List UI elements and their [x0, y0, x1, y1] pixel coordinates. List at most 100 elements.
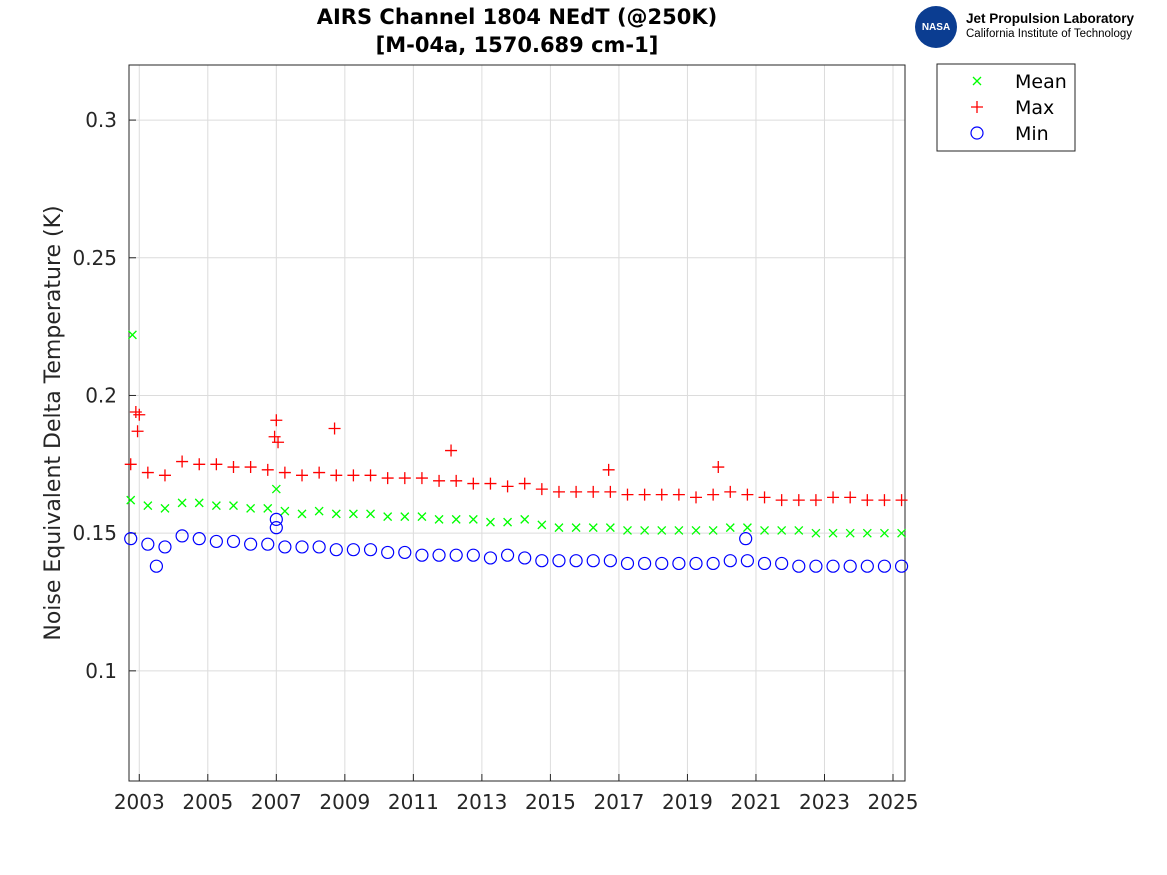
mean-point	[143, 501, 153, 511]
x-axis: 2003 2005 2007 2009 2011 2013 2015 2017 2019 2021…	[114, 774, 919, 814]
max-point	[381, 472, 394, 485]
max-point	[895, 494, 908, 507]
x-tick-label: 2003	[114, 790, 165, 814]
mean-point	[760, 525, 769, 535]
x-tick-label: 2005	[182, 790, 233, 814]
max-point	[484, 477, 497, 490]
max-point	[313, 466, 326, 479]
mean-point	[605, 523, 615, 533]
max-outlier-point	[129, 405, 142, 418]
mean-point	[417, 512, 427, 522]
x-tick-label: 2013	[456, 790, 507, 814]
legend-marker-mean	[972, 76, 982, 86]
mean-point	[366, 509, 375, 519]
max-point	[707, 488, 720, 501]
max-point	[844, 491, 857, 504]
max-point	[741, 488, 754, 501]
min-point	[209, 534, 223, 549]
min-point	[278, 540, 292, 554]
min-point	[569, 554, 583, 568]
max-outlier-point	[445, 444, 458, 457]
min-point	[620, 556, 635, 571]
mean-point	[246, 503, 256, 513]
min-point	[689, 556, 703, 571]
mean-point	[777, 525, 787, 535]
legend-label-mean: Mean	[1015, 71, 1067, 93]
x-tick-label: 2015	[525, 790, 576, 814]
mean-point	[485, 517, 495, 527]
max-point	[809, 494, 822, 507]
mean-point	[400, 512, 410, 522]
x-tick-label: 2019	[662, 790, 713, 814]
mean-point	[588, 523, 598, 533]
mean-point	[657, 525, 667, 535]
y-tick-label: 0.15	[72, 521, 117, 545]
nasa-meatball-icon: NASA	[915, 6, 957, 48]
x-tick-label: 2023	[799, 790, 850, 814]
max-point	[227, 461, 240, 474]
plot-area-frame	[128, 64, 906, 782]
min-point	[826, 559, 840, 573]
min-point	[192, 532, 206, 546]
y-tick-label: 0.3	[85, 108, 117, 132]
legend-box	[936, 63, 1076, 152]
min-point	[860, 559, 874, 573]
mean-point	[862, 528, 872, 538]
legend-label-max: Max	[1015, 97, 1054, 119]
x-tick-label: 2025	[868, 790, 919, 814]
mean-point	[725, 523, 735, 533]
min-point	[535, 554, 549, 568]
logo-line2: California Institute of Technology	[966, 28, 1132, 40]
y-tick-label: 0.1	[85, 659, 117, 683]
max-point	[433, 474, 446, 487]
max-point	[655, 488, 668, 501]
min-point	[141, 537, 155, 551]
max-point	[775, 494, 788, 507]
max-outlier-point	[131, 425, 144, 438]
mean-point	[263, 503, 273, 513]
min-point	[363, 543, 378, 557]
mean-point	[280, 506, 290, 516]
max-point	[278, 466, 291, 479]
mean-point	[708, 525, 718, 535]
x-tick-label: 2021	[731, 790, 782, 814]
y-axis: 0.1 0.15 0.2 0.25 0.3	[72, 108, 136, 683]
min-point	[757, 556, 772, 571]
max-point	[518, 477, 531, 490]
mean-point	[794, 525, 804, 535]
mean-point	[897, 528, 907, 538]
max-point	[347, 469, 360, 482]
max-point	[501, 480, 514, 493]
max-point	[758, 491, 771, 504]
max-point	[467, 477, 480, 490]
max-point	[552, 485, 565, 498]
mean-point	[314, 506, 324, 516]
min-point	[329, 543, 343, 557]
mean-point	[211, 501, 221, 511]
mean-point	[229, 501, 238, 511]
min-outlier-point	[739, 532, 753, 546]
mean-point	[828, 528, 838, 538]
max-point	[296, 469, 309, 482]
series-min	[124, 512, 909, 573]
min-point	[312, 540, 326, 554]
max-point	[827, 491, 840, 504]
max-point	[176, 455, 189, 468]
max-point	[330, 469, 343, 482]
max-point	[535, 483, 548, 496]
max-point	[244, 461, 257, 474]
min-point	[466, 548, 480, 562]
min-point	[346, 543, 361, 557]
legend-marker-max	[971, 101, 983, 113]
min-point	[483, 551, 498, 565]
mean-point	[879, 528, 889, 538]
max-point	[364, 469, 377, 482]
chart-title-line2: [M-04a, 1570.689 cm-1]	[376, 33, 659, 57]
y-tick-label: 0.25	[72, 246, 117, 270]
max-outlier-point	[133, 408, 146, 421]
mean-point	[451, 514, 461, 524]
series-max	[124, 405, 908, 507]
min-outlier-point	[269, 521, 283, 535]
max-point	[570, 485, 583, 498]
max-point	[124, 458, 137, 471]
